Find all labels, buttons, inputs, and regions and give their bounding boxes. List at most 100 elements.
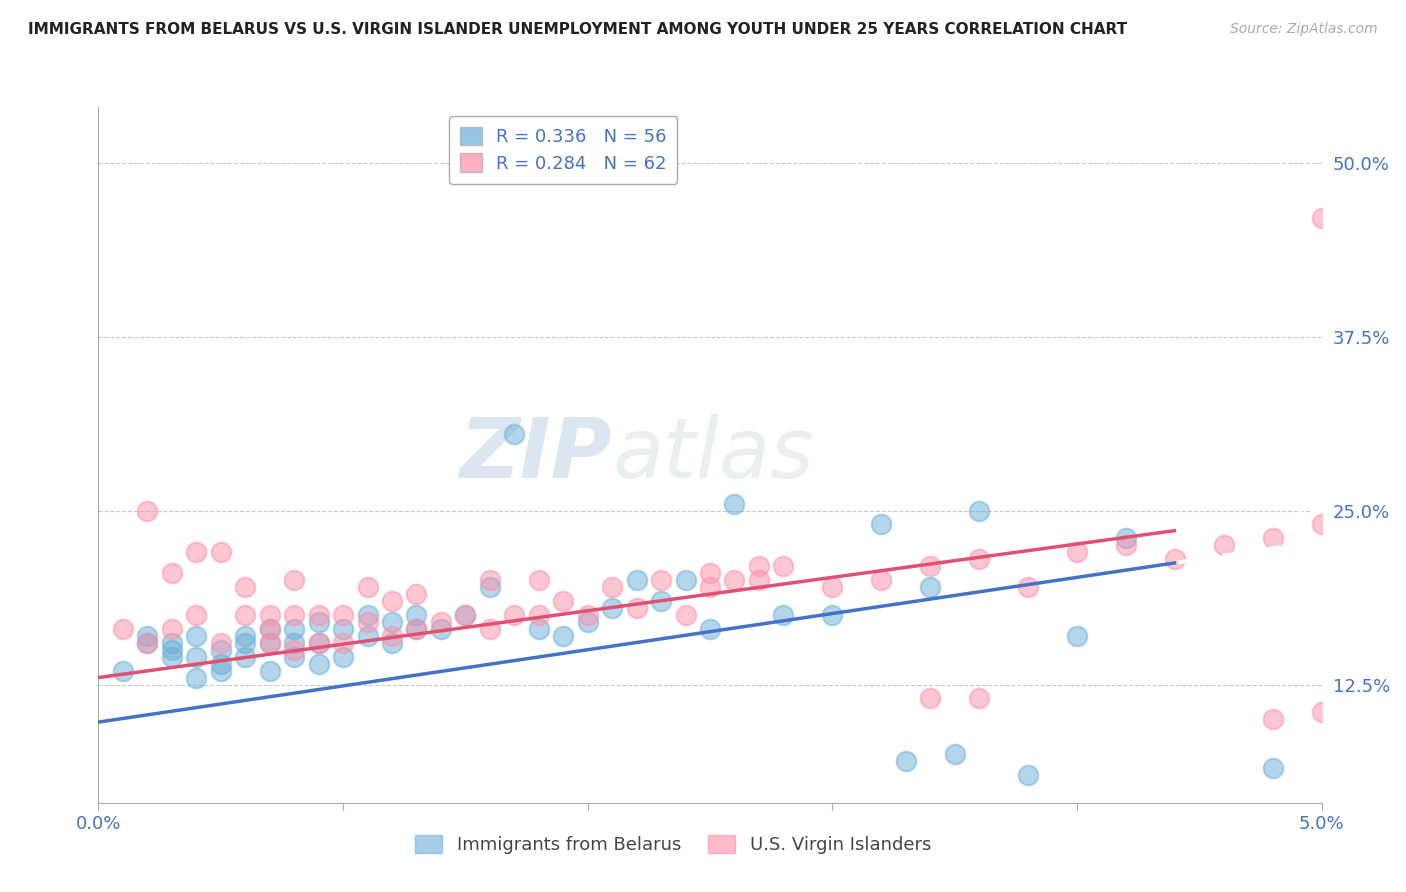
Point <box>356 580 378 594</box>
Point <box>405 607 427 622</box>
Point <box>454 607 477 622</box>
Point <box>209 657 232 671</box>
Text: Source: ZipAtlas.com: Source: ZipAtlas.com <box>1230 22 1378 37</box>
Point <box>209 545 232 559</box>
Point <box>553 629 575 643</box>
Point <box>160 649 183 664</box>
Point <box>626 573 648 587</box>
Point <box>136 636 159 650</box>
Point <box>576 615 599 629</box>
Point <box>870 573 893 587</box>
Point <box>259 622 281 636</box>
Point <box>650 573 672 587</box>
Point <box>283 607 305 622</box>
Point <box>699 566 721 581</box>
Point <box>576 607 599 622</box>
Point <box>209 636 232 650</box>
Text: ZIP: ZIP <box>460 415 612 495</box>
Point <box>920 559 942 574</box>
Point <box>1261 712 1284 726</box>
Point <box>160 622 183 636</box>
Point <box>967 691 990 706</box>
Point <box>723 573 745 587</box>
Point <box>503 427 526 442</box>
Point <box>259 607 281 622</box>
Point <box>259 636 281 650</box>
Point <box>209 642 232 657</box>
Point <box>454 607 477 622</box>
Point <box>699 580 721 594</box>
Point <box>160 636 183 650</box>
Point <box>283 649 305 664</box>
Point <box>920 580 942 594</box>
Point <box>600 601 623 615</box>
Point <box>821 607 844 622</box>
Point <box>283 622 305 636</box>
Point <box>821 580 844 594</box>
Point <box>381 615 404 629</box>
Point <box>675 573 697 587</box>
Point <box>160 642 183 657</box>
Point <box>356 629 378 643</box>
Point <box>308 657 330 671</box>
Text: atlas: atlas <box>612 415 814 495</box>
Point <box>1261 761 1284 775</box>
Point <box>748 573 770 587</box>
Point <box>332 607 354 622</box>
Point <box>967 503 990 517</box>
Point <box>650 594 672 608</box>
Point <box>308 636 330 650</box>
Text: IMMIGRANTS FROM BELARUS VS U.S. VIRGIN ISLANDER UNEMPLOYMENT AMONG YOUTH UNDER 2: IMMIGRANTS FROM BELARUS VS U.S. VIRGIN I… <box>28 22 1128 37</box>
Point <box>186 629 208 643</box>
Point <box>111 664 134 678</box>
Point <box>1017 768 1039 782</box>
Point <box>943 747 966 761</box>
Point <box>209 664 232 678</box>
Point <box>1115 532 1137 546</box>
Point <box>259 636 281 650</box>
Point <box>600 580 623 594</box>
Point <box>332 649 354 664</box>
Point <box>527 573 550 587</box>
Point <box>1310 517 1333 532</box>
Point <box>233 607 256 622</box>
Point <box>478 573 501 587</box>
Point <box>626 601 648 615</box>
Point <box>894 754 917 768</box>
Point <box>1066 545 1088 559</box>
Point <box>111 622 134 636</box>
Point <box>699 622 721 636</box>
Point <box>233 649 256 664</box>
Point <box>503 607 526 622</box>
Point <box>527 607 550 622</box>
Point <box>430 615 453 629</box>
Point <box>478 622 501 636</box>
Point <box>233 636 256 650</box>
Point <box>186 607 208 622</box>
Point <box>772 607 794 622</box>
Point <box>136 636 159 650</box>
Point <box>1310 211 1333 226</box>
Point <box>283 573 305 587</box>
Point <box>136 629 159 643</box>
Point <box>136 503 159 517</box>
Point <box>1261 532 1284 546</box>
Point <box>233 580 256 594</box>
Point <box>1212 538 1234 552</box>
Point <box>186 649 208 664</box>
Point <box>259 622 281 636</box>
Point <box>478 580 501 594</box>
Point <box>308 636 330 650</box>
Point <box>356 607 378 622</box>
Point <box>405 587 427 601</box>
Point <box>405 622 427 636</box>
Point <box>748 559 770 574</box>
Point <box>381 636 404 650</box>
Point <box>1164 552 1187 566</box>
Point <box>308 615 330 629</box>
Point <box>160 566 183 581</box>
Point <box>772 559 794 574</box>
Point <box>405 622 427 636</box>
Point <box>186 545 208 559</box>
Point <box>967 552 990 566</box>
